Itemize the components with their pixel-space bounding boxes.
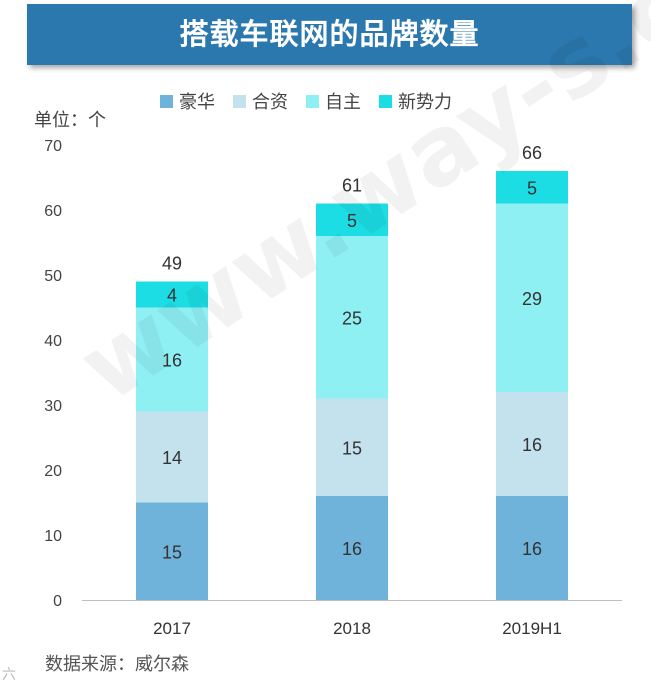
- segment-value-label: 25: [342, 308, 362, 328]
- title-banner: 搭载车联网的品牌数量: [27, 4, 632, 65]
- y-tick-label: 30: [44, 398, 62, 415]
- segment-value-label: 14: [162, 448, 182, 468]
- segment-value-label: 15: [342, 438, 362, 458]
- segment-value-label: 16: [162, 351, 182, 371]
- source-label: 数据来源：威尔森: [45, 654, 189, 675]
- bar-segment: [496, 203, 568, 392]
- bar-segment: [136, 307, 208, 412]
- y-tick-label: 60: [44, 203, 62, 220]
- bar-segment: [316, 496, 388, 600]
- legend-item-new-forces: 新势力: [379, 88, 452, 114]
- y-tick-label: 0: [53, 593, 62, 610]
- legend-item-joint-venture: 合资: [233, 88, 288, 114]
- bar-segment: [316, 203, 388, 236]
- x-tick-label: 2019H1: [502, 619, 562, 638]
- segment-value-label: 5: [347, 211, 357, 231]
- y-tick-label: 70: [44, 138, 62, 155]
- corner-watermark: 六: [2, 667, 16, 683]
- chart-title: 搭载车联网的品牌数量: [179, 17, 480, 51]
- legend-item-luxury: 豪华: [160, 88, 215, 114]
- segment-value-label: 16: [522, 539, 542, 559]
- bar-segment: [136, 502, 208, 600]
- legend-swatch-joint-venture: [233, 94, 246, 108]
- x-tick-label: 2018: [333, 619, 371, 638]
- legend-swatch-new-forces: [379, 94, 392, 108]
- y-tick-label: 20: [44, 463, 62, 480]
- legend-swatch-domestic: [306, 94, 319, 108]
- legend-label-domestic: 自主: [325, 92, 361, 113]
- legend-label-new-forces: 新势力: [398, 92, 452, 113]
- y-tick-label: 40: [44, 333, 62, 350]
- segment-value-label: 15: [162, 542, 182, 562]
- segment-value-label: 16: [522, 435, 542, 455]
- legend-label-joint-venture: 合资: [252, 92, 288, 113]
- bar-segment: [316, 398, 388, 496]
- bar-segment: [316, 236, 388, 399]
- bar-segment: [496, 392, 568, 496]
- legend: 豪华 合资 自主 新势力: [160, 88, 470, 114]
- bar-segment: [136, 281, 208, 308]
- y-tick-label: 10: [44, 528, 62, 545]
- y-tick-label: 50: [44, 268, 62, 285]
- unit-label: 单位：个: [34, 110, 106, 131]
- segment-value-label: 16: [342, 539, 362, 559]
- segment-value-label: 29: [522, 289, 542, 309]
- legend-label-luxury: 豪华: [179, 92, 215, 113]
- bar-total-label: 61: [342, 176, 362, 196]
- bar-total-label: 49: [162, 254, 182, 274]
- bar-segment: [136, 411, 208, 503]
- x-tick-label: 2017: [153, 619, 191, 638]
- legend-swatch-luxury: [160, 94, 173, 108]
- bar-total-label: 66: [522, 143, 542, 163]
- bar-segment: [496, 171, 568, 204]
- bar-segment: [496, 496, 568, 600]
- segment-value-label: 4: [167, 286, 177, 306]
- legend-item-domestic: 自主: [306, 88, 361, 114]
- segment-value-label: 5: [527, 178, 537, 198]
